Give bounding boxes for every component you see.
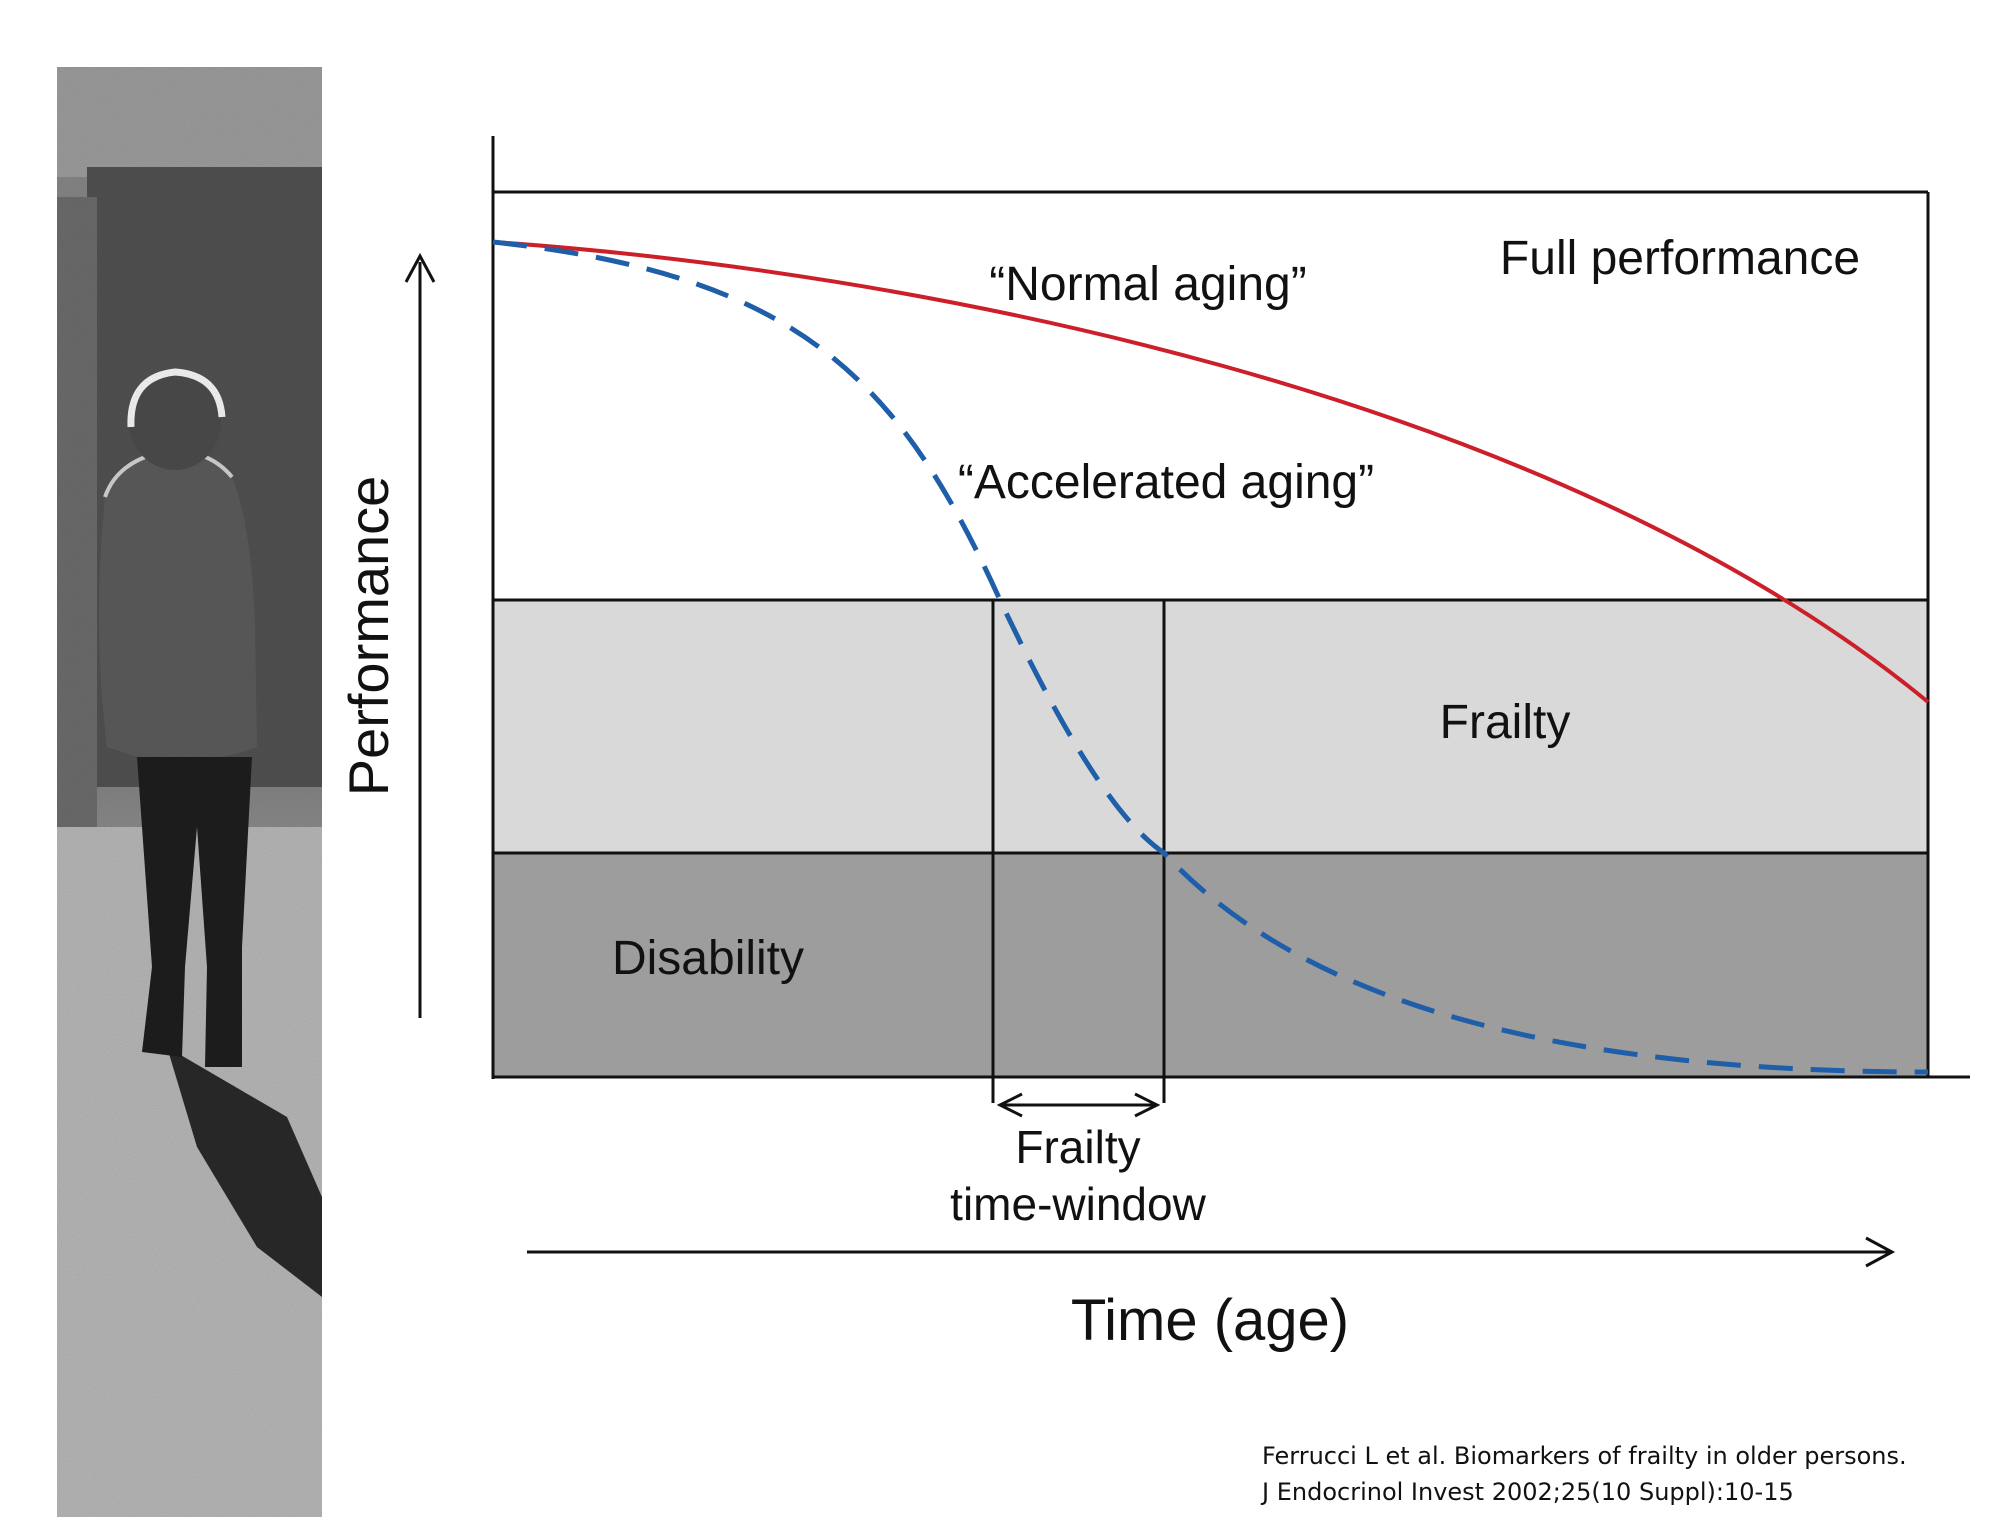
- normal-aging-curve: [492, 240, 1930, 704]
- frailty-zone: [493, 600, 1928, 853]
- normal-aging-label: “Normal aging”: [989, 258, 1306, 311]
- frailty-window-label-line1: Frailty: [1015, 1121, 1140, 1173]
- citation: Ferrucci L et al. Biomarkers of frailty …: [1262, 1438, 1982, 1510]
- frailty-window-label-line2: time-window: [950, 1178, 1206, 1230]
- full-performance-zone: [493, 192, 1928, 600]
- citation-line-2: J Endocrinol Invest 2002;25(10 Suppl):10…: [1262, 1478, 1794, 1506]
- disability-zone-label: Disability: [612, 932, 804, 985]
- frailty-zone-label: Frailty: [1440, 696, 1571, 749]
- accelerated-aging-label: “Accelerated aging”: [958, 456, 1374, 509]
- full-performance-label: Full performance: [1500, 232, 1860, 285]
- accelerated-aging-curve: [492, 239, 1929, 1075]
- y-axis-label: Performance: [337, 476, 400, 797]
- x-axis-label: Time (age): [1071, 1288, 1349, 1353]
- elderly-person-photo: [57, 67, 322, 1517]
- disability-zone: [493, 853, 1928, 1077]
- zone-borders: [493, 190, 1930, 1077]
- citation-line-1: Ferrucci L et al. Biomarkers of frailty …: [1262, 1442, 1907, 1470]
- frailty-window-double-arrow: [996, 1092, 1161, 1118]
- x-axis-arrow: [527, 1236, 1896, 1268]
- y-axis-arrow: [404, 252, 436, 1018]
